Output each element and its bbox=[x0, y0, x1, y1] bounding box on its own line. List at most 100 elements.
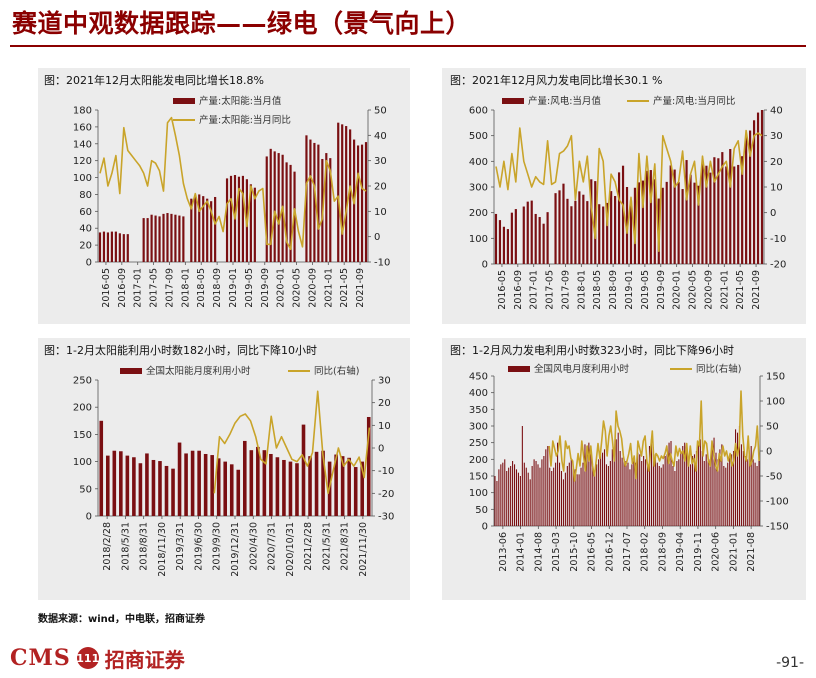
bar bbox=[625, 187, 629, 264]
bar bbox=[733, 166, 736, 264]
x-tick-label: 2019/9/30 bbox=[212, 522, 223, 571]
y-tick-label-left: 400 bbox=[469, 388, 488, 399]
bar bbox=[740, 444, 742, 526]
bar bbox=[334, 454, 338, 516]
y-tick-label-right: 150 bbox=[766, 372, 785, 383]
bar bbox=[705, 165, 708, 264]
bar bbox=[621, 165, 625, 264]
bar bbox=[701, 163, 704, 264]
bar bbox=[496, 481, 498, 526]
y-tick-label-left: 80 bbox=[79, 190, 92, 201]
bar bbox=[203, 453, 208, 516]
bar bbox=[697, 442, 699, 526]
bar bbox=[535, 461, 537, 526]
bar bbox=[633, 187, 637, 264]
bar bbox=[584, 444, 586, 526]
bar bbox=[709, 172, 712, 264]
legend-label: 全国风电月度利用小时 bbox=[534, 363, 630, 375]
bar bbox=[225, 178, 229, 262]
bar bbox=[105, 455, 110, 516]
bar bbox=[340, 456, 345, 516]
x-tick-label: 2019-09 bbox=[260, 268, 271, 308]
bar bbox=[741, 156, 744, 264]
bar bbox=[498, 220, 502, 264]
bar bbox=[545, 449, 547, 526]
bar bbox=[162, 213, 165, 262]
x-tick-label: 2019-11 bbox=[693, 532, 704, 572]
x-tick-label: 2016-12 bbox=[604, 532, 615, 572]
bar bbox=[314, 451, 319, 516]
x-tick-label: 2019-01 bbox=[624, 270, 635, 310]
chart-wind-output: 6005004003002001000403020100-10-202016-0… bbox=[469, 95, 786, 310]
y-tick-label-left: 0 bbox=[482, 522, 488, 533]
bar bbox=[325, 153, 328, 262]
bar bbox=[691, 456, 694, 526]
y-tick-label-right: -10 bbox=[378, 466, 394, 477]
y-tick-label-right: 20 bbox=[378, 398, 391, 409]
bar bbox=[537, 464, 539, 526]
bar bbox=[114, 231, 117, 262]
bar bbox=[645, 459, 647, 526]
bar bbox=[515, 469, 518, 526]
bar bbox=[313, 142, 316, 262]
y-tick-label-right: 0 bbox=[378, 444, 384, 455]
bar bbox=[555, 462, 557, 526]
bar bbox=[737, 164, 740, 264]
y-tick-label-left: 50 bbox=[475, 505, 488, 516]
bar bbox=[498, 469, 500, 526]
bar bbox=[582, 462, 584, 526]
bar bbox=[521, 426, 523, 526]
bar bbox=[349, 129, 352, 262]
bar bbox=[321, 450, 325, 516]
y-tick-label-left: 250 bbox=[73, 376, 92, 387]
bar bbox=[695, 451, 697, 526]
bar bbox=[603, 449, 606, 526]
bar bbox=[360, 461, 365, 516]
bar bbox=[678, 459, 680, 526]
bar bbox=[241, 175, 245, 262]
y-tick-label-right: -100 bbox=[766, 497, 789, 508]
bar bbox=[337, 122, 340, 262]
bar bbox=[500, 464, 502, 526]
y-tick-label-left: 200 bbox=[469, 455, 488, 466]
bar bbox=[629, 469, 631, 526]
bar bbox=[150, 214, 153, 262]
x-tick-label: 2017-09 bbox=[561, 270, 572, 310]
bar bbox=[647, 464, 649, 526]
bar bbox=[681, 189, 684, 264]
x-tick-label: 2021-08 bbox=[746, 532, 757, 572]
bar bbox=[119, 451, 123, 516]
bar bbox=[578, 474, 580, 526]
bar bbox=[602, 452, 604, 526]
logo-text: CMS bbox=[10, 645, 71, 671]
bar bbox=[729, 149, 732, 264]
bar bbox=[530, 200, 533, 264]
bar bbox=[715, 452, 717, 526]
bar bbox=[229, 175, 233, 262]
bar bbox=[705, 454, 707, 526]
y-tick-label-right: 40 bbox=[770, 106, 783, 117]
bar bbox=[572, 467, 574, 526]
bar bbox=[506, 229, 509, 264]
bar bbox=[574, 469, 576, 526]
bar bbox=[574, 200, 577, 264]
bar bbox=[541, 459, 543, 526]
bar bbox=[558, 190, 561, 264]
bar bbox=[265, 156, 268, 262]
x-tick-label: 2020-05 bbox=[688, 270, 699, 310]
source-note: 数据来源：wind，中电联，招商证券 bbox=[38, 614, 205, 625]
bar bbox=[576, 474, 578, 526]
x-tick-label: 2018-05 bbox=[196, 268, 207, 308]
bar bbox=[682, 446, 684, 526]
x-tick-label: 2017-01 bbox=[529, 270, 540, 310]
bar bbox=[666, 454, 668, 526]
x-tick-label: 2019/12/31 bbox=[230, 522, 241, 577]
x-tick-label: 2017-05 bbox=[149, 268, 160, 308]
y-tick-label-left: 400 bbox=[469, 157, 488, 168]
bar bbox=[641, 180, 644, 264]
bar bbox=[560, 471, 563, 526]
x-tick-label: 2016-05 bbox=[587, 532, 598, 572]
x-tick-label: 2020-09 bbox=[307, 268, 318, 308]
bar bbox=[542, 223, 545, 264]
y-tick-label-right: 10 bbox=[378, 421, 391, 432]
